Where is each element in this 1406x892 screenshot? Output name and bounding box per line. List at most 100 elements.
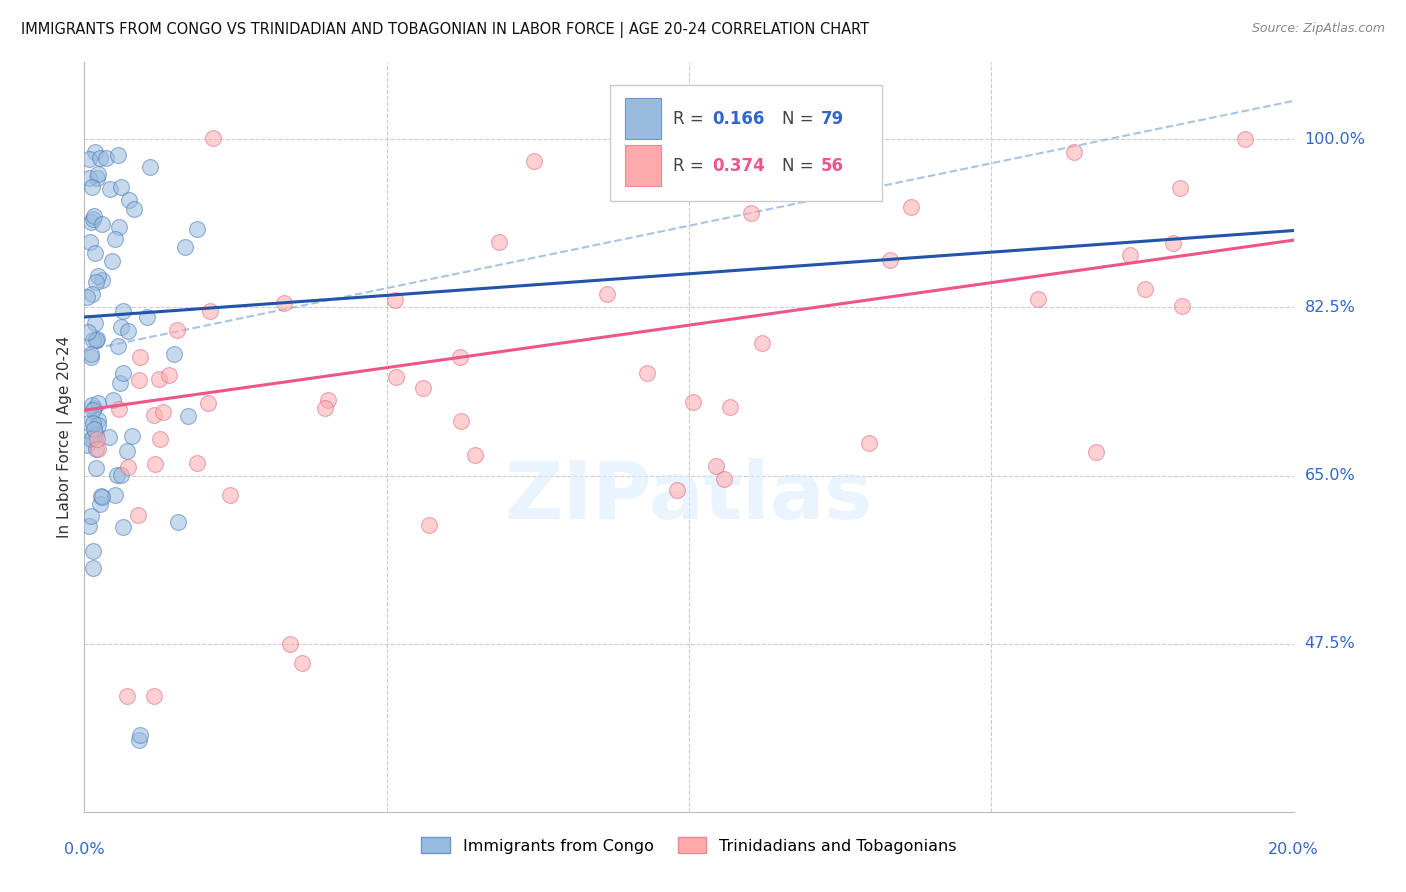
Bar [624, 97, 661, 139]
Point [682, 394, 704, 409]
Point [464, 448, 486, 462]
Point [77, 416, 100, 430]
Point [166, 323, 188, 337]
Point [80, 432, 103, 446]
Point [412, 381, 434, 395]
Point [90, 489, 112, 503]
Text: 79: 79 [821, 110, 844, 128]
Bar [624, 145, 661, 186]
Point [218, 488, 240, 502]
Point [108, 376, 131, 391]
Text: 0.0%: 0.0% [65, 842, 104, 857]
Point [86, 170, 108, 185]
Point [596, 287, 619, 301]
Point [86, 433, 108, 447]
Point [751, 336, 773, 351]
Point [83, 421, 105, 435]
Point [110, 180, 132, 194]
Point [636, 366, 658, 380]
Point [86, 331, 108, 345]
Point [186, 222, 208, 236]
Point [79, 235, 101, 249]
Point [128, 373, 150, 387]
Point [418, 518, 440, 533]
Point [111, 366, 134, 380]
Point [101, 392, 124, 407]
Point [80, 215, 103, 229]
Point [107, 147, 129, 161]
Text: R =: R = [673, 110, 709, 128]
Point [704, 459, 727, 474]
Point [108, 220, 131, 235]
Point [117, 690, 139, 704]
Point [1170, 299, 1192, 313]
Point [87, 412, 110, 426]
Point [1063, 145, 1085, 159]
Point [143, 457, 166, 471]
Point [143, 690, 166, 704]
Point [118, 193, 141, 207]
Point [82, 180, 104, 194]
Text: IMMIGRANTS FROM CONGO VS TRINIDADIAN AND TOBAGONIAN IN LABOR FORCE | AGE 20-24 C: IMMIGRANTS FROM CONGO VS TRINIDADIAN AND… [21, 22, 869, 38]
Point [122, 202, 145, 216]
Text: 0.166: 0.166 [711, 110, 765, 128]
Point [84, 461, 107, 475]
Point [110, 319, 132, 334]
Point [1168, 180, 1191, 194]
Point [112, 304, 135, 318]
Point [740, 206, 762, 220]
Point [201, 131, 224, 145]
Text: 100.0%: 100.0% [1305, 132, 1365, 147]
Point [87, 167, 110, 181]
Point [117, 325, 139, 339]
Point [83, 209, 105, 223]
Point [128, 351, 150, 365]
Point [450, 414, 472, 428]
Point [105, 468, 128, 483]
Point [152, 405, 174, 419]
Point [76, 290, 98, 304]
FancyBboxPatch shape [610, 85, 883, 201]
Point [82, 430, 104, 444]
Point [82, 212, 104, 227]
Point [139, 161, 162, 175]
Point [665, 483, 688, 498]
Point [1084, 445, 1107, 459]
Point [149, 432, 172, 446]
Point [157, 368, 180, 383]
Point [900, 200, 922, 214]
Point [314, 401, 336, 415]
Text: N =: N = [782, 110, 818, 128]
Point [127, 508, 149, 523]
Point [107, 339, 129, 353]
Point [1026, 292, 1049, 306]
Point [135, 310, 157, 324]
Text: 56: 56 [821, 157, 844, 175]
Text: 0.374: 0.374 [711, 157, 765, 175]
Point [291, 656, 314, 670]
Point [84, 275, 107, 289]
Point [91, 273, 114, 287]
Point [82, 334, 104, 348]
Point [82, 561, 104, 575]
Point [316, 392, 339, 407]
Point [76, 438, 98, 452]
Point [718, 400, 741, 414]
Point [98, 182, 121, 196]
Point [89, 497, 111, 511]
Point [82, 544, 104, 558]
Point [87, 418, 110, 433]
Point [879, 252, 901, 267]
Point [1161, 235, 1184, 250]
Point [163, 347, 186, 361]
Point [280, 637, 302, 651]
Point [186, 456, 208, 470]
Point [488, 235, 510, 249]
Text: 82.5%: 82.5% [1305, 300, 1355, 315]
Point [858, 435, 880, 450]
Point [84, 333, 107, 347]
Point [110, 468, 132, 483]
Legend: Immigrants from Congo, Trinidadians and Tobagonians: Immigrants from Congo, Trinidadians and … [415, 831, 963, 860]
Point [82, 398, 104, 412]
Point [90, 217, 112, 231]
